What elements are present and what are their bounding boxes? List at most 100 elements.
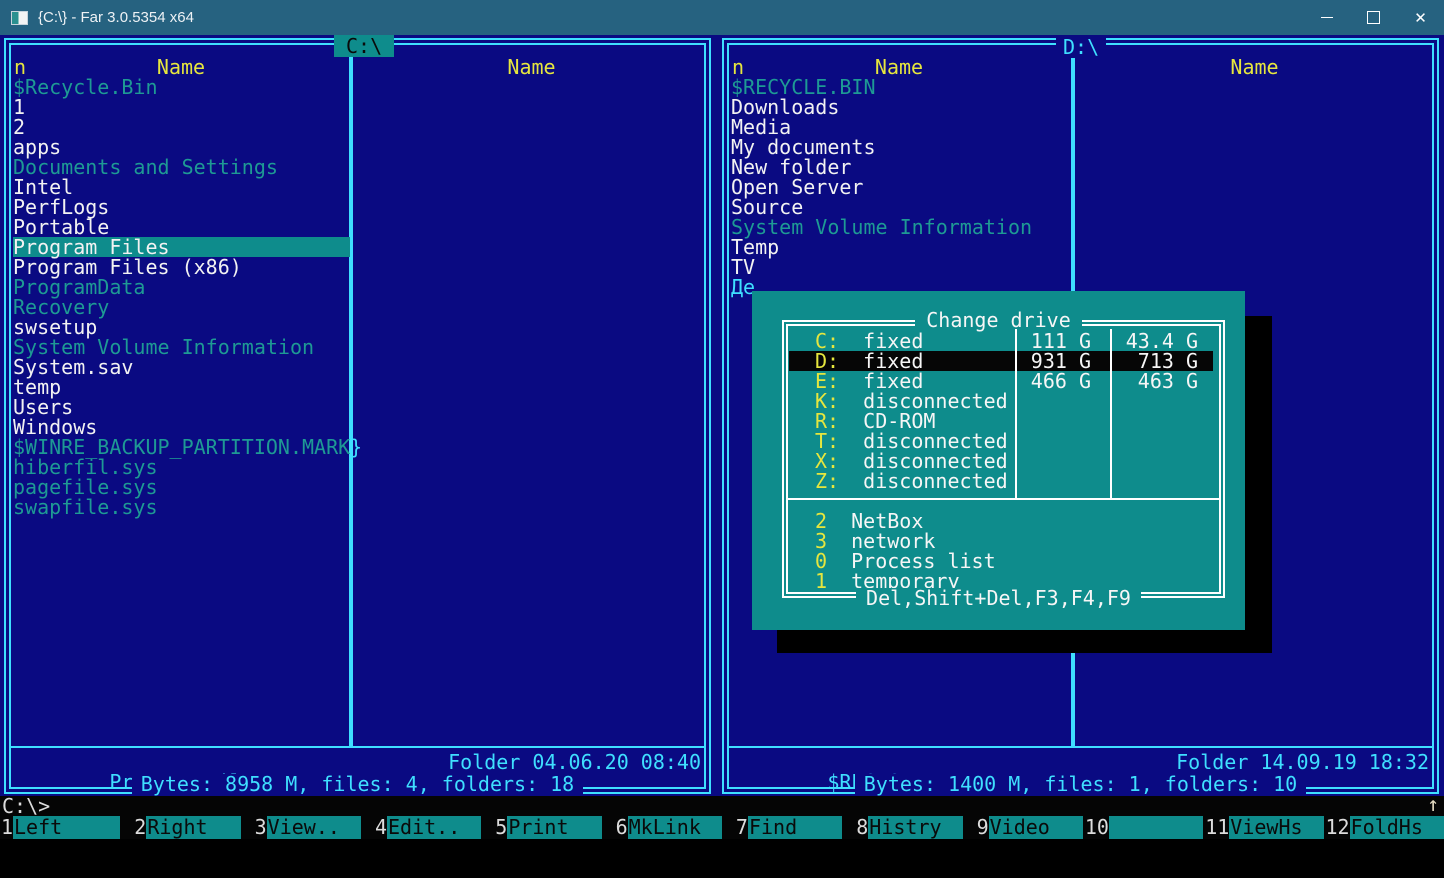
window-controls: ✕ bbox=[1303, 0, 1444, 35]
file-row[interactable]: Open Server bbox=[731, 177, 1072, 197]
file-name: Temp bbox=[731, 235, 780, 259]
command-prompt: C:\> bbox=[2, 794, 51, 818]
file-row[interactable]: $Recycle.Bin bbox=[13, 77, 350, 97]
fn-label bbox=[1108, 816, 1204, 839]
fn-number: 3 bbox=[254, 815, 267, 839]
drive-free-space: 713 G bbox=[1137, 349, 1198, 373]
file-row[interactable]: hiberfil.sys bbox=[13, 457, 350, 477]
file-name: Де bbox=[731, 275, 756, 299]
dialog-separator bbox=[788, 498, 1219, 500]
file-row[interactable]: Temp bbox=[731, 237, 1072, 257]
fn-number: 1 bbox=[0, 815, 13, 839]
left-panel-path-tab[interactable]: C:\ bbox=[334, 35, 395, 57]
file-row[interactable]: swapfile.sys bbox=[13, 497, 350, 517]
file-name: Source bbox=[731, 195, 804, 219]
file-row[interactable]: Users bbox=[13, 397, 350, 417]
keybar-item-f11[interactable]: 11 ViewHs bbox=[1203, 816, 1324, 839]
drive-type: disconnected bbox=[839, 449, 1008, 473]
fn-label: Edit.. bbox=[386, 816, 482, 839]
file-row[interactable]: Source bbox=[731, 197, 1072, 217]
file-row[interactable]: $WINRE_BACKUP_PARTITION.MARK} bbox=[13, 435, 362, 459]
drive-row[interactable]: D: fixed 931 G 713 G bbox=[789, 351, 1213, 371]
file-row[interactable]: System.sav bbox=[13, 357, 350, 377]
drive-menu-item[interactable]: 3 network bbox=[789, 531, 1213, 551]
command-line[interactable]: C:\> ↑ bbox=[0, 792, 1444, 818]
file-row[interactable]: System Volume Information bbox=[731, 217, 1072, 237]
keybar-item-f7[interactable]: 7 Find bbox=[722, 816, 843, 839]
left-sort-indicator: n bbox=[14, 55, 27, 79]
right-panel-inner: n Name Name $RECYCLE.BIN Downloads Media My… bbox=[729, 45, 1432, 794]
file-row[interactable]: 1 bbox=[13, 97, 350, 117]
left-panel-inner: n Name Name $Recycle.Bin 1 2 apps Documents … bbox=[11, 45, 704, 794]
file-row[interactable]: Де bbox=[731, 277, 1072, 297]
drive-row[interactable]: K: disconnected bbox=[789, 391, 1213, 411]
scroll-up-icon[interactable]: ↑ bbox=[1426, 792, 1439, 816]
keybar-item-f8[interactable]: 8 Histry bbox=[842, 816, 963, 839]
close-button[interactable]: ✕ bbox=[1414, 9, 1427, 27]
right-sort-indicator: n bbox=[732, 55, 745, 79]
file-row[interactable]: My documents bbox=[731, 137, 1072, 157]
fn-number: 2 bbox=[134, 815, 147, 839]
file-row[interactable]: Intel bbox=[13, 177, 350, 197]
file-row[interactable]: pagefile.sys bbox=[13, 477, 350, 497]
keybar-item-f6[interactable]: 6 MkLink bbox=[602, 816, 722, 839]
keybar-item-f12[interactable]: 12 FoldHs bbox=[1324, 816, 1444, 839]
drive-menu-item[interactable]: 1 temporary bbox=[789, 571, 1213, 591]
fn-label: FoldHs bbox=[1349, 816, 1444, 839]
drive-row[interactable]: Z: disconnected bbox=[789, 471, 1213, 491]
file-name: Recovery bbox=[13, 295, 110, 319]
drive-row[interactable]: C: fixed 111 G 43.4 G bbox=[789, 331, 1213, 351]
maximize-button[interactable] bbox=[1350, 0, 1397, 35]
right-column-header-2[interactable]: Name bbox=[1230, 55, 1279, 79]
far-app-icon bbox=[11, 10, 28, 25]
file-row[interactable]: $RECYCLE.BIN bbox=[731, 77, 1072, 97]
file-row[interactable]: Portable bbox=[13, 217, 350, 237]
keybar-item-f1[interactable]: 1 Left bbox=[0, 815, 121, 839]
file-name: Downloads bbox=[731, 95, 840, 119]
minimize-button[interactable] bbox=[1303, 0, 1350, 35]
fn-label: View.. bbox=[266, 816, 361, 839]
file-row[interactable]: Program Files (x86) bbox=[13, 257, 350, 277]
left-column-header-1[interactable]: Name bbox=[156, 55, 206, 79]
left-column-header-2[interactable]: Name bbox=[507, 55, 556, 79]
file-row[interactable]: Windows bbox=[13, 417, 350, 437]
file-name: swapfile.sys bbox=[13, 495, 158, 519]
file-row[interactable]: Documents and Settings bbox=[13, 157, 350, 177]
file-row[interactable]: temp bbox=[13, 377, 350, 397]
file-name: $WINRE_BACKUP_PARTITION.MARK bbox=[13, 435, 351, 459]
drive-row[interactable]: E: fixed 466 G 463 G bbox=[789, 371, 1213, 391]
file-row[interactable]: Program Files bbox=[13, 237, 350, 257]
keybar-item-f4[interactable]: 4 Edit.. bbox=[361, 816, 482, 839]
right-panel-path-tab[interactable]: D:\ bbox=[1056, 36, 1107, 58]
keybar-item-f10[interactable]: 10 bbox=[1083, 815, 1204, 839]
drive-type: fixed bbox=[839, 349, 924, 373]
drive-row[interactable]: T: disconnected bbox=[789, 431, 1213, 451]
file-row[interactable]: TV bbox=[731, 257, 1072, 277]
file-row[interactable]: Recovery bbox=[13, 297, 350, 317]
menu-item-key: 3 bbox=[815, 529, 828, 553]
dialog-footer-wrap: Del,Shift+Del,F3,F4,F9 bbox=[752, 588, 1245, 608]
keybar-item-f2[interactable]: 2 Right bbox=[120, 815, 241, 839]
file-row[interactable]: 2 bbox=[13, 117, 350, 137]
fn-number: 10 bbox=[1084, 815, 1109, 839]
keybar-item-f3[interactable]: 3 View.. bbox=[241, 816, 361, 839]
file-row[interactable]: New folder bbox=[731, 157, 1072, 177]
file-row[interactable]: apps bbox=[13, 137, 350, 157]
drive-menu-item[interactable]: 0 Process list bbox=[789, 551, 1213, 571]
file-row[interactable]: PerfLogs bbox=[13, 197, 350, 217]
drive-letter: C: bbox=[815, 329, 840, 353]
drive-menu-item[interactable]: 2 NetBox bbox=[789, 511, 1213, 531]
file-row[interactable]: Downloads bbox=[731, 97, 1072, 117]
drive-plugin-list: 2 NetBox 3 network 0 Process list 1 tempora… bbox=[789, 511, 1213, 591]
file-row[interactable]: ProgramData bbox=[13, 277, 350, 297]
right-column-header-1[interactable]: Name bbox=[874, 55, 924, 79]
keybar-item-f9[interactable]: 9 Video bbox=[963, 816, 1083, 839]
keybar-item-f5[interactable]: 5 Print bbox=[481, 816, 602, 839]
drive-row[interactable]: X: disconnected bbox=[789, 451, 1213, 471]
dialog-shadow-right bbox=[1245, 316, 1272, 653]
drive-row[interactable]: R: CD-ROM bbox=[789, 411, 1213, 431]
file-row[interactable]: System Volume Information bbox=[13, 337, 350, 357]
menu-item-label: temporary bbox=[827, 569, 960, 593]
file-row[interactable]: Media bbox=[731, 117, 1072, 137]
file-row[interactable]: swsetup bbox=[13, 317, 350, 337]
